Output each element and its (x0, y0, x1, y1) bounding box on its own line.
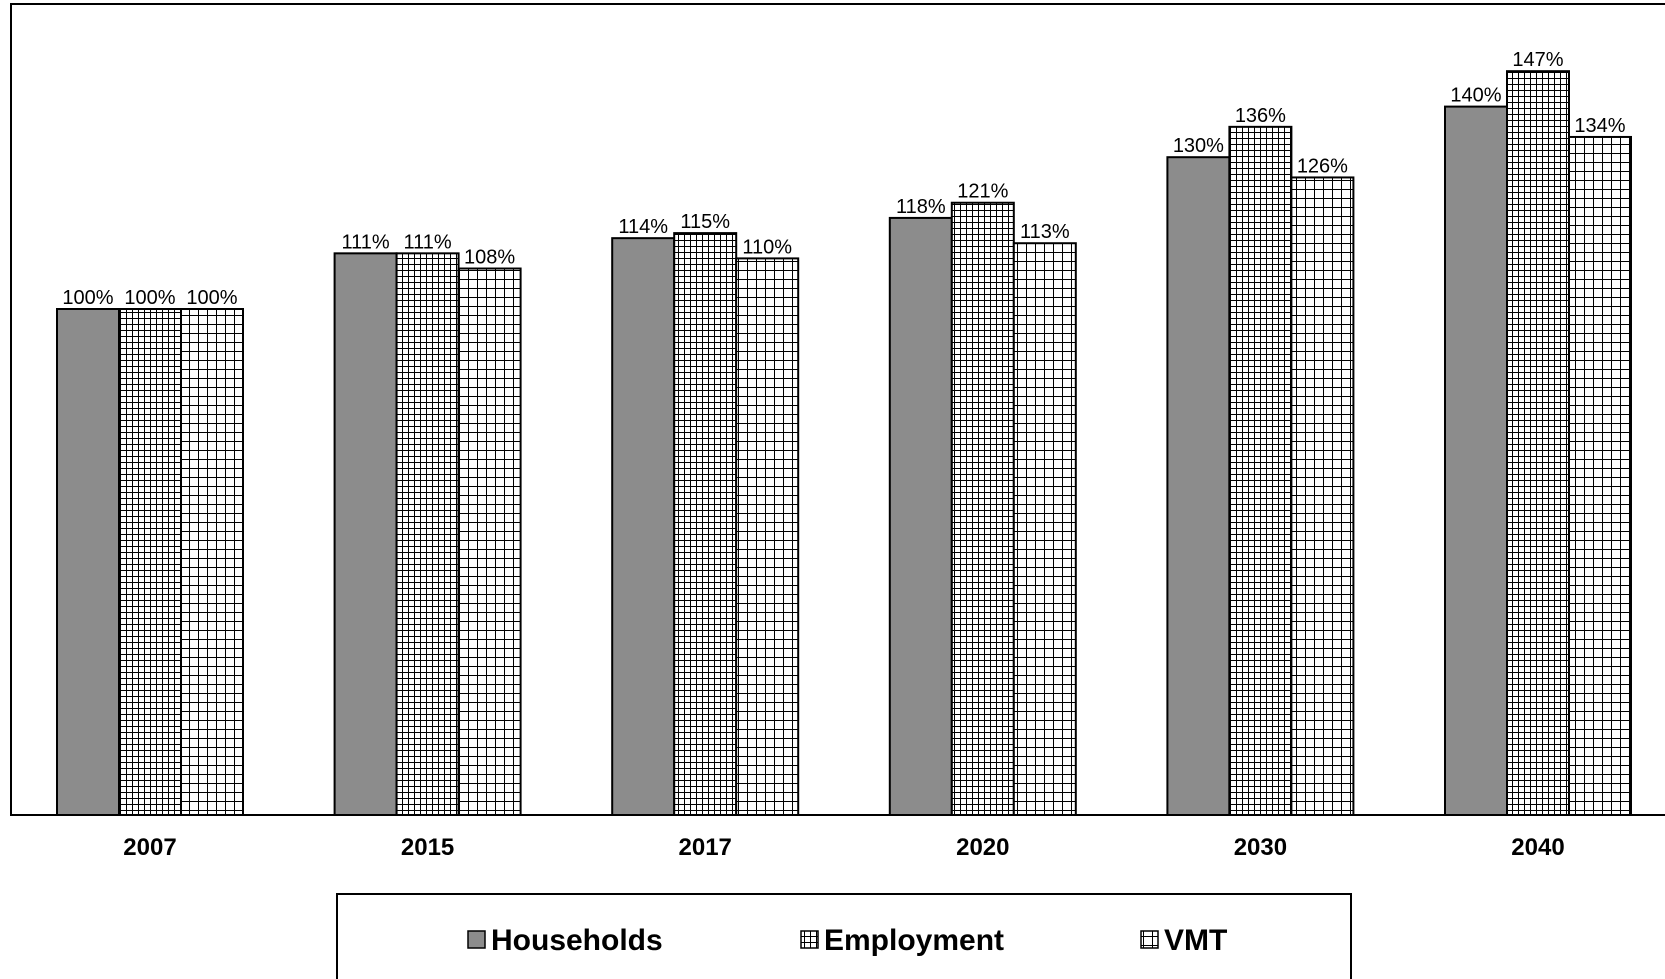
data-label-households-2020: 118% (896, 196, 946, 218)
bar-vmt-2017 (735, 257, 800, 816)
bar-households-2017 (611, 237, 676, 817)
bar-employment-2020 (950, 201, 1015, 817)
bar-households-2040 (1444, 105, 1508, 817)
plot-area-frame (10, 3, 1665, 816)
data-label-vmt-2015: 108% (464, 247, 515, 269)
x-tick-label-2020: 2020 (956, 834, 1009, 861)
bar-vmt-2030 (1290, 176, 1355, 816)
bar-households-2020 (888, 216, 953, 817)
data-label-employment-2040: 147% (1512, 49, 1563, 71)
bar-employment-2017 (673, 232, 738, 817)
data-label-households-2007: 100% (62, 287, 113, 309)
data-label-employment-2017: 115% (680, 211, 730, 233)
data-label-employment-2020: 121% (957, 181, 1008, 203)
legend: Households Employment VMT (336, 893, 1352, 979)
bar-employment-2040 (1506, 70, 1570, 817)
data-label-vmt-2007: 100% (186, 287, 237, 309)
x-tick-label-2040: 2040 (1511, 834, 1564, 861)
bar-households-2030 (1166, 156, 1231, 816)
x-tick-label-2030: 2030 (1234, 834, 1287, 861)
data-label-vmt-2020: 113% (1020, 221, 1070, 243)
bar-vmt-2015 (457, 267, 522, 816)
x-tick-labels-group: 2007 2015 2017 2020 2030 2040 (123, 834, 1564, 861)
bar-vmt-2007 (180, 308, 244, 816)
data-labels-group: 100% 100% 100% 111% 111% 108% 114% 115% 110% 118%… (62, 49, 1625, 309)
bar-employment-2015 (395, 252, 460, 816)
x-tick-label-2017: 2017 (679, 834, 732, 861)
legend-swatch-vmt (1140, 930, 1159, 949)
bar-vmt-2040 (1568, 135, 1632, 816)
data-label-households-2015: 111% (342, 231, 390, 253)
data-label-vmt-2017: 110% (742, 236, 792, 258)
bar-employment-2007 (118, 308, 182, 816)
data-label-employment-2015: 111% (404, 231, 452, 253)
data-label-vmt-2040: 134% (1574, 115, 1625, 137)
data-label-employment-2007: 100% (124, 287, 175, 309)
data-label-households-2030: 130% (1173, 135, 1224, 157)
data-label-households-2040: 140% (1450, 85, 1501, 107)
data-label-employment-2030: 136% (1235, 105, 1286, 127)
data-label-vmt-2030: 126% (1297, 155, 1348, 177)
data-label-households-2017: 114% (618, 216, 668, 238)
legend-swatch-households (467, 930, 486, 949)
bars-group (56, 70, 1632, 817)
x-tick-label-2015: 2015 (401, 834, 454, 861)
legend-label-vmt: VMT (1164, 924, 1227, 957)
legend-frame (336, 893, 1352, 979)
bar-employment-2030 (1228, 125, 1293, 816)
bar-vmt-2020 (1012, 242, 1077, 817)
bar-households-2007 (56, 308, 120, 816)
x-tick-label-2007: 2007 (123, 834, 176, 861)
legend-label-households: Households (491, 924, 663, 957)
legend-label-employment: Employment (824, 924, 1004, 957)
bar-households-2015 (333, 252, 398, 816)
legend-swatch-employment (800, 930, 819, 949)
